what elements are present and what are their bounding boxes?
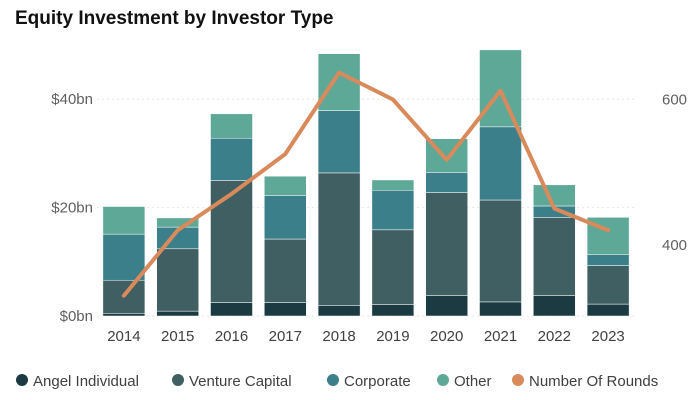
bar-segment-angel-individual [156, 310, 199, 317]
y-right-tick-label: 600 [662, 91, 687, 108]
legend-marker [16, 374, 28, 386]
x-tick-label: 2021 [484, 328, 517, 345]
legend-label: Number Of Rounds [529, 373, 658, 390]
bar-segment-corporate [102, 233, 146, 281]
rounds-line-point [338, 72, 340, 74]
bar-segment-venture-capital [533, 217, 576, 296]
bar-segment-venture-capital [210, 180, 253, 303]
x-tick-label: 2022 [538, 328, 571, 345]
chart-title: Equity Investment by Investor Type [15, 8, 334, 29]
rounds-line-point [607, 229, 609, 231]
y-axis-right: 400 600 [662, 91, 687, 253]
y-left-tick-label: $20bn [51, 200, 93, 217]
bar-segment-angel-individual [586, 303, 630, 317]
bar-segment-corporate [317, 110, 361, 174]
x-tick-label: 2023 [591, 328, 624, 345]
rounds-line-point [500, 90, 501, 92]
rounds-line-point [553, 207, 555, 209]
legend-label: Corporate [344, 373, 411, 390]
rounds-line-point [123, 295, 125, 297]
rounds-line-point [446, 159, 448, 161]
legend-marker [512, 374, 524, 386]
rounds-line [121, 70, 611, 298]
bars [102, 49, 630, 317]
legend-label: Other [454, 373, 492, 390]
bar-segment-other [317, 53, 361, 111]
bar-segment-other [210, 113, 253, 139]
y-left-tick-label: $40bn [51, 91, 93, 108]
bar-segment-venture-capital [264, 238, 307, 303]
bar-segment-corporate [586, 254, 630, 266]
legend-marker [327, 374, 339, 386]
x-tick-label: 2014 [107, 328, 140, 345]
bar-segment-angel-individual [371, 304, 415, 317]
bar-segment-angel-individual [317, 305, 361, 317]
bar-segment-corporate [210, 137, 253, 181]
rounds-line-point [177, 229, 179, 231]
x-tick-label: 2018 [322, 328, 355, 345]
bar-segment-other [264, 175, 307, 196]
x-axis: 2014 2015 2016 2017 2018 2019 2020 2021 2022 2023 [107, 328, 625, 345]
rounds-line-path [121, 70, 611, 298]
bar-segment-other [156, 217, 199, 228]
bar-segment-angel-individual [533, 295, 576, 317]
bar-segment-corporate [264, 195, 307, 240]
bar-segment-corporate [371, 190, 415, 231]
x-tick-label: 2019 [376, 328, 409, 345]
y-right-tick-label: 400 [662, 237, 687, 254]
legend-marker [437, 374, 449, 386]
y-left-tick-label: $0bn [60, 308, 93, 325]
rounds-line-point [231, 193, 232, 195]
bar-segment-venture-capital [586, 265, 630, 305]
legend-marker [172, 374, 184, 386]
legend: Angel Individual Venture Capital Corporate… [16, 373, 658, 390]
bar-segment-angel-individual [264, 302, 307, 317]
y-axis-left: $0bn $20bn $40bn [51, 91, 93, 325]
x-tick-label: 2015 [161, 328, 194, 345]
x-tick-label: 2017 [269, 328, 302, 345]
bar-segment-angel-individual [479, 301, 522, 317]
bar-segment-venture-capital [371, 229, 415, 305]
x-tick-label: 2016 [215, 328, 248, 345]
bar-segment-angel-individual [210, 302, 253, 317]
bar-segment-corporate [425, 172, 468, 193]
rounds-line-point [284, 153, 286, 155]
bar-segment-other [533, 184, 576, 207]
bar-segment-angel-individual [102, 313, 146, 317]
legend-label: Angel Individual [33, 373, 139, 390]
bar-segment-venture-capital [317, 172, 361, 306]
bar-segment-venture-capital [479, 199, 522, 303]
bar-segment-corporate [479, 126, 522, 201]
bar-segment-other [371, 179, 415, 191]
bar-segment-other [102, 206, 146, 235]
rounds-line-point [392, 98, 394, 100]
x-tick-label: 2020 [430, 328, 463, 345]
legend-label: Venture Capital [189, 373, 292, 390]
bar-segment-venture-capital [425, 192, 468, 296]
bar-segment-venture-capital [156, 248, 199, 312]
bar-segment-angel-individual [425, 295, 468, 317]
bar-segment-other [479, 49, 522, 128]
